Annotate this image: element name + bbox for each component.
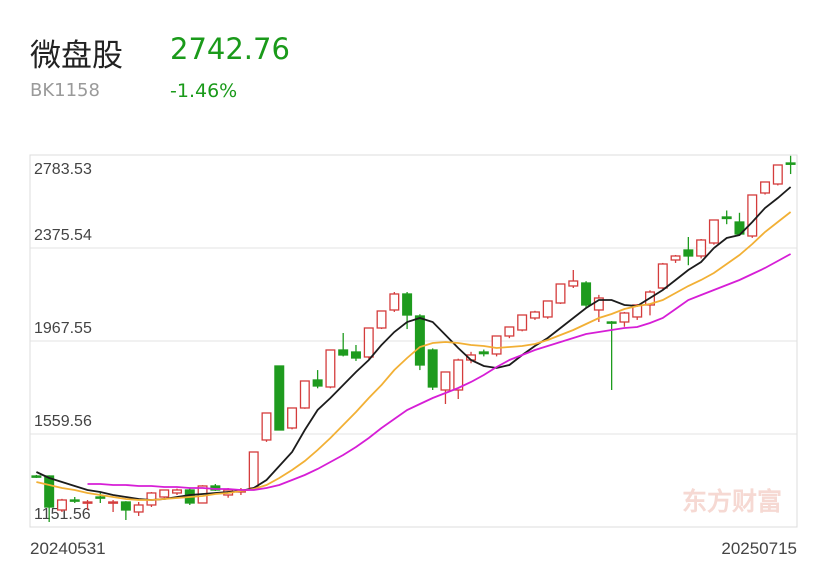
candle-body xyxy=(159,489,170,498)
y-tick-label: 2375.54 xyxy=(34,227,92,244)
candle-body xyxy=(402,293,413,316)
candle-body xyxy=(683,249,694,257)
ma-line xyxy=(87,253,792,491)
candle-body xyxy=(261,412,272,441)
change: -1.46% xyxy=(170,80,238,102)
candle-body xyxy=(95,496,106,499)
candle-body xyxy=(568,280,579,287)
candle-body xyxy=(453,359,464,391)
y-tick-label: 1151.56 xyxy=(34,506,91,523)
candle-body xyxy=(363,327,374,358)
candle-body xyxy=(82,501,93,504)
price: 2742.76 xyxy=(170,32,290,66)
candle-body xyxy=(657,263,668,289)
candle-body xyxy=(529,311,540,319)
candle-body xyxy=(338,349,349,356)
candle-body xyxy=(108,501,119,504)
candle-body xyxy=(478,351,489,355)
candle-body xyxy=(760,181,771,194)
candle-body xyxy=(440,371,451,391)
candle-body xyxy=(56,499,67,511)
candle-body xyxy=(350,351,361,359)
candle-body xyxy=(120,501,131,511)
candle-body xyxy=(376,310,387,329)
candle-body xyxy=(69,499,80,502)
ma-line xyxy=(36,211,792,501)
y-tick-label: 1967.55 xyxy=(34,320,92,337)
candle-body xyxy=(772,164,783,185)
candle-body xyxy=(593,297,604,311)
candle-body xyxy=(491,335,502,355)
candle-body xyxy=(555,283,566,304)
candle-body xyxy=(312,379,323,387)
candle-body xyxy=(542,300,553,318)
candle-body xyxy=(606,321,617,324)
x-tick-label: 20250715 xyxy=(721,539,797,558)
candle-body xyxy=(427,349,438,388)
candle-body xyxy=(785,162,796,165)
candle-body xyxy=(44,475,55,508)
candle-body xyxy=(696,239,707,257)
candle-body xyxy=(248,451,259,489)
candle-body xyxy=(287,407,298,429)
candle-body xyxy=(133,504,144,513)
candle-body xyxy=(517,314,528,331)
candle-body xyxy=(747,194,758,237)
candle-body xyxy=(708,219,719,244)
candle-body xyxy=(31,475,42,478)
candle-body xyxy=(619,312,630,323)
candle-body xyxy=(325,349,336,388)
candle-body xyxy=(172,489,183,494)
ma-line xyxy=(36,186,792,501)
code: BK1158 xyxy=(30,80,100,101)
y-tick-label: 1559.56 xyxy=(34,413,92,430)
candle-body xyxy=(581,282,592,306)
y-tick-label: 2783.53 xyxy=(34,161,92,178)
candle-body xyxy=(504,326,515,337)
candle-body xyxy=(414,315,425,366)
watermark: 东方财富 xyxy=(682,487,782,516)
candle-body xyxy=(389,293,400,311)
candle-body xyxy=(299,380,310,409)
title: 微盘股 xyxy=(30,38,123,74)
candle-body xyxy=(721,216,732,220)
candle-body xyxy=(670,255,681,261)
candle-body xyxy=(274,365,285,431)
x-tick-label: 20240531 xyxy=(30,539,106,558)
